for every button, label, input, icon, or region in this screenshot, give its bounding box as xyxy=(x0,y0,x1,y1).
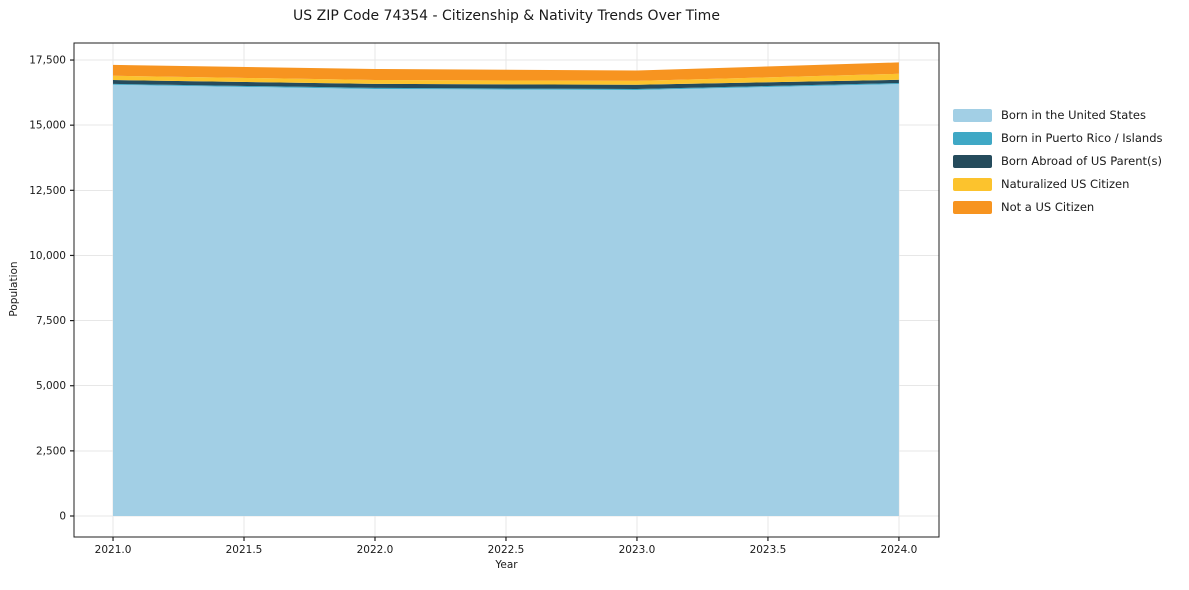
y-axis-label: Population xyxy=(8,261,20,317)
svg-text:17,500: 17,500 xyxy=(29,55,66,67)
legend-item: Born Abroad of US Parent(s) xyxy=(953,154,1163,168)
chart-title: US ZIP Code 74354 - Citizenship & Nativi… xyxy=(293,8,720,24)
legend: Born in the United States Born in Puerto… xyxy=(953,108,1163,223)
legend-swatch-icon xyxy=(953,200,992,214)
legend-item: Not a US Citizen xyxy=(953,200,1163,214)
svg-text:2023.0: 2023.0 xyxy=(619,544,656,556)
legend-label: Naturalized US Citizen xyxy=(1001,177,1130,191)
legend-label: Born Abroad of US Parent(s) xyxy=(1001,154,1162,168)
legend-swatch-icon xyxy=(953,154,992,168)
svg-text:15,000: 15,000 xyxy=(29,120,66,132)
legend-label: Born in Puerto Rico / Islands xyxy=(1001,131,1163,145)
legend-item: Born in Puerto Rico / Islands xyxy=(953,131,1163,145)
svg-text:12,500: 12,500 xyxy=(29,185,66,197)
svg-text:2021.5: 2021.5 xyxy=(226,544,263,556)
svg-text:2024.0: 2024.0 xyxy=(881,544,918,556)
svg-text:2021.0: 2021.0 xyxy=(95,544,132,556)
svg-text:2022.0: 2022.0 xyxy=(357,544,394,556)
svg-text:2022.5: 2022.5 xyxy=(488,544,525,556)
legend-swatch-icon xyxy=(953,177,992,191)
svg-text:0: 0 xyxy=(59,510,66,522)
legend-item: Naturalized US Citizen xyxy=(953,177,1163,191)
svg-text:5,000: 5,000 xyxy=(36,380,66,392)
legend-label: Born in the United States xyxy=(1001,108,1146,122)
svg-text:7,500: 7,500 xyxy=(36,315,66,327)
legend-item: Born in the United States xyxy=(953,108,1163,122)
svg-text:2023.5: 2023.5 xyxy=(750,544,787,556)
legend-label: Not a US Citizen xyxy=(1001,200,1095,214)
svg-text:2,500: 2,500 xyxy=(36,445,66,457)
svg-text:10,000: 10,000 xyxy=(29,250,66,262)
legend-swatch-icon xyxy=(953,131,992,145)
x-axis-label: Year xyxy=(495,559,518,571)
legend-swatch-icon xyxy=(953,108,992,122)
